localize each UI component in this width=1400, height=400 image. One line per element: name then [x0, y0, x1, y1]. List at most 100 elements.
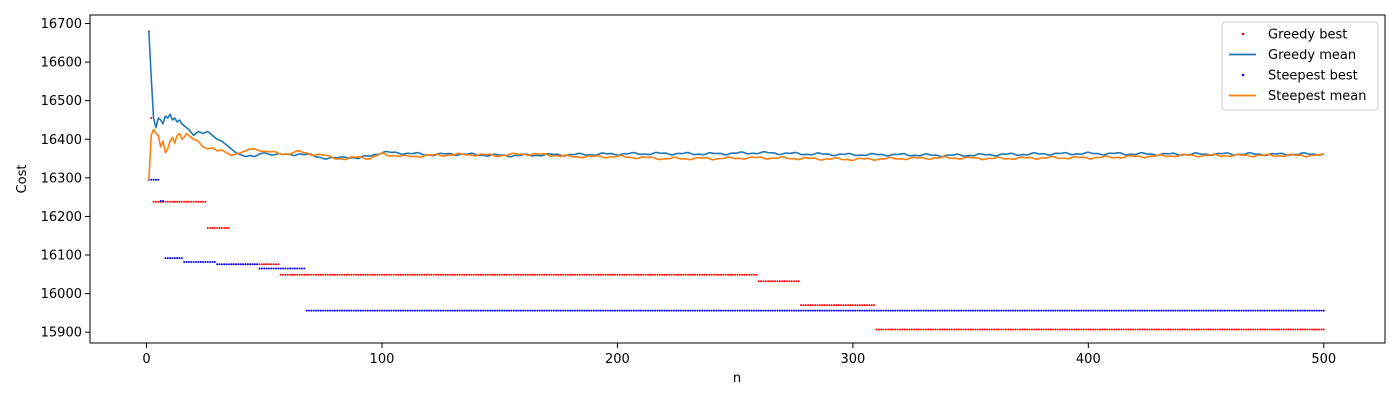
data-point — [1042, 328, 1045, 331]
data-point — [745, 309, 748, 312]
data-point — [769, 309, 772, 312]
data-point — [614, 273, 617, 276]
data-point — [830, 304, 833, 307]
data-point — [1205, 328, 1208, 331]
data-point — [1101, 328, 1104, 331]
data-point — [882, 328, 885, 331]
data-point — [216, 263, 219, 266]
data-point — [1132, 328, 1135, 331]
data-point — [562, 273, 565, 276]
data-point — [1219, 328, 1222, 331]
data-point — [1101, 309, 1104, 312]
data-point — [406, 309, 409, 312]
data-point — [1169, 328, 1172, 331]
data-point — [1049, 328, 1052, 331]
data-point — [757, 309, 760, 312]
data-point — [727, 309, 730, 312]
data-point — [1080, 328, 1083, 331]
data-point — [955, 328, 958, 331]
data-point — [157, 200, 160, 203]
data-point — [854, 304, 857, 307]
data-point — [310, 309, 313, 312]
data-point — [741, 273, 744, 276]
data-point — [390, 309, 393, 312]
data-point — [656, 273, 659, 276]
data-point — [385, 273, 388, 276]
data-point — [611, 309, 614, 312]
data-point — [802, 304, 805, 307]
data-point — [957, 309, 960, 312]
data-point — [1066, 309, 1069, 312]
data-point — [348, 309, 350, 312]
data-point — [1044, 328, 1047, 331]
data-point — [1160, 328, 1163, 331]
data-point — [922, 328, 925, 331]
data-point — [837, 309, 840, 312]
data-point — [536, 309, 539, 312]
data-point — [917, 309, 920, 312]
data-point — [1019, 309, 1022, 312]
data-point — [1157, 309, 1160, 312]
data-point — [903, 328, 906, 331]
data-point — [684, 309, 687, 312]
data-point — [340, 273, 343, 276]
data-point — [559, 273, 562, 276]
data-point — [178, 200, 181, 203]
data-point — [847, 309, 850, 312]
data-point — [1278, 309, 1281, 312]
data-point — [343, 309, 346, 312]
data-point — [1011, 328, 1014, 331]
data-point — [578, 273, 581, 276]
data-point — [1183, 328, 1186, 331]
data-point — [877, 328, 880, 331]
x-tick-label: 100 — [370, 352, 395, 367]
data-point — [776, 309, 779, 312]
plot-frame — [89, 14, 1386, 344]
data-point — [1148, 309, 1151, 312]
data-point — [350, 309, 353, 312]
data-point — [258, 267, 261, 270]
y-tick-label: 15900 — [41, 326, 82, 341]
data-point — [569, 309, 572, 312]
data-point — [1294, 309, 1297, 312]
data-point — [169, 200, 172, 203]
data-point — [1030, 309, 1033, 312]
data-point — [981, 328, 984, 331]
data-point — [209, 227, 212, 230]
data-point — [512, 273, 515, 276]
data-point — [734, 309, 737, 312]
data-point — [870, 304, 873, 307]
data-point — [597, 309, 600, 312]
data-point — [1275, 328, 1278, 331]
data-point — [1266, 328, 1269, 331]
data-point — [1212, 328, 1215, 331]
data-point — [256, 263, 259, 266]
data-point — [703, 309, 706, 312]
data-point — [731, 309, 734, 312]
data-point — [319, 309, 322, 312]
data-point — [607, 273, 609, 276]
data-point — [359, 273, 362, 276]
data-point — [416, 273, 419, 276]
data-point — [451, 309, 454, 312]
data-point — [1004, 328, 1007, 331]
data-point — [531, 309, 534, 312]
data-point — [352, 273, 355, 276]
data-point — [1212, 309, 1215, 312]
legend-item-steepest-mean: Steepest mean — [1229, 89, 1366, 104]
data-point — [1294, 328, 1297, 331]
data-point — [870, 309, 873, 312]
data-point — [995, 328, 998, 331]
data-point — [279, 273, 282, 276]
data-point — [734, 273, 737, 276]
data-point — [1150, 309, 1153, 312]
data-point — [720, 309, 723, 312]
data-point — [152, 178, 155, 181]
data-point — [541, 309, 544, 312]
data-point — [717, 309, 720, 312]
data-point — [444, 273, 447, 276]
data-point — [418, 273, 421, 276]
data-point — [1254, 309, 1257, 312]
data-point — [920, 309, 923, 312]
data-point — [825, 304, 828, 307]
